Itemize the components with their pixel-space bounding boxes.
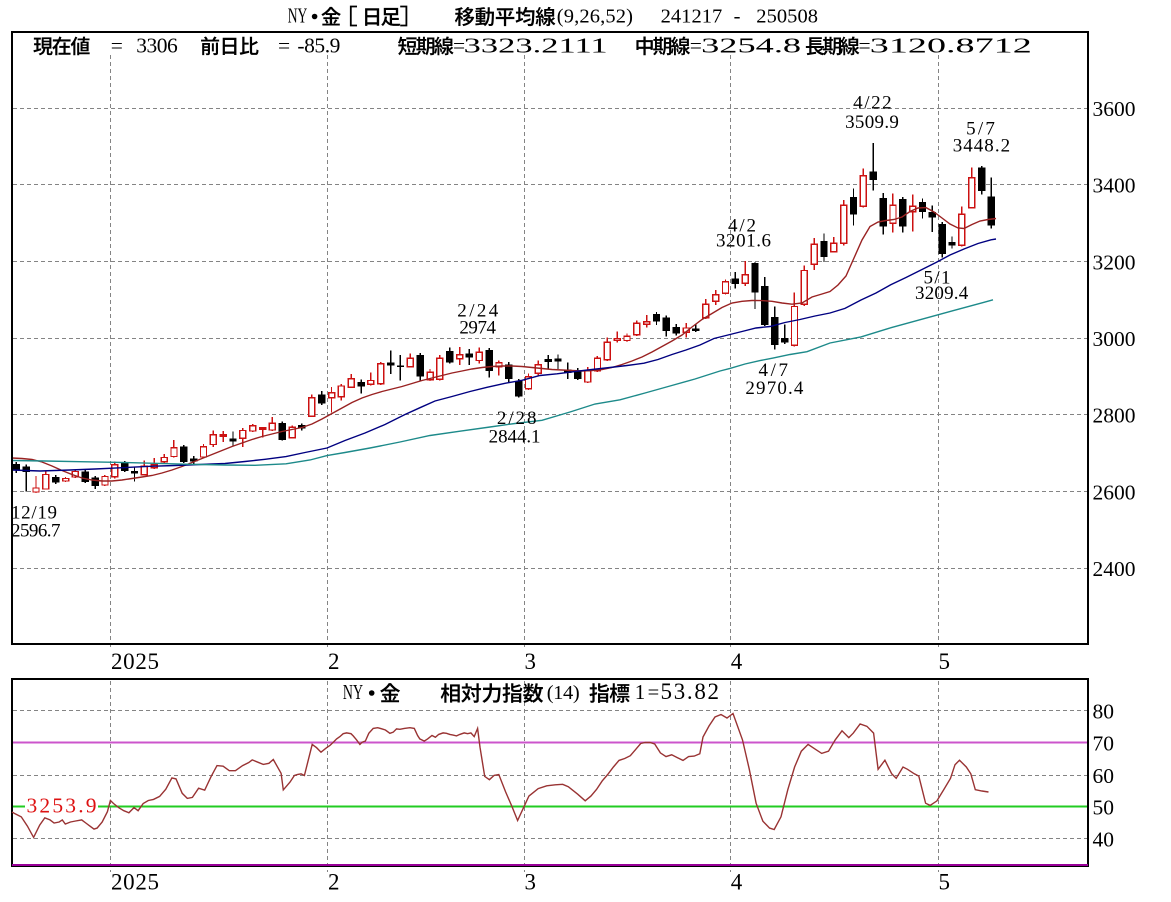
svg-text:5: 5 (939, 870, 951, 895)
svg-text:50: 50 (1093, 796, 1115, 820)
svg-text:=: = (111, 34, 123, 58)
svg-text:(14): (14) (547, 682, 580, 704)
svg-text:2596.7: 2596.7 (11, 521, 61, 542)
svg-text:3209.4: 3209.4 (915, 283, 969, 304)
svg-text:2844.1: 2844.1 (489, 426, 541, 447)
svg-text:2: 2 (328, 649, 340, 674)
svg-text:2025: 2025 (111, 649, 159, 674)
svg-text:4: 4 (731, 870, 743, 895)
svg-text:NY: NY (343, 680, 363, 704)
svg-text:3254.8: 3254.8 (701, 34, 801, 58)
svg-text:5: 5 (939, 649, 951, 674)
svg-text:NY: NY (288, 4, 308, 28)
svg-text:=: = (859, 34, 871, 58)
svg-text:(9,26,52): (9,26,52) (557, 6, 633, 28)
svg-text:3600: 3600 (1093, 97, 1136, 121)
svg-text:3509.9: 3509.9 (845, 112, 899, 133)
svg-text:1: 1 (635, 680, 646, 704)
svg-text:3000: 3000 (1093, 327, 1136, 351)
svg-text:=: = (690, 34, 702, 58)
svg-text:2800: 2800 (1093, 404, 1136, 428)
svg-text:3400: 3400 (1093, 174, 1136, 198)
svg-text:3201.6: 3201.6 (716, 230, 771, 251)
svg-text:=: = (278, 34, 290, 58)
svg-text:241217: 241217 (661, 6, 723, 28)
svg-text:-85.9: -85.9 (297, 34, 340, 58)
svg-text:2400: 2400 (1093, 557, 1136, 581)
svg-text:4/22: 4/22 (853, 92, 892, 113)
svg-text:=: = (453, 34, 465, 58)
svg-text:5/7: 5/7 (966, 118, 995, 139)
svg-text:12/19: 12/19 (11, 503, 57, 524)
svg-text:2970.4: 2970.4 (745, 378, 804, 399)
svg-text:-: - (734, 6, 741, 28)
svg-text:53.82: 53.82 (661, 679, 720, 704)
svg-text:2025: 2025 (111, 870, 159, 895)
svg-text:5/1: 5/1 (924, 268, 951, 289)
svg-text:=: = (648, 682, 660, 704)
svg-text:2: 2 (328, 870, 340, 895)
svg-text:250508: 250508 (756, 6, 818, 28)
svg-text:60: 60 (1093, 764, 1115, 788)
svg-text:4/7: 4/7 (759, 360, 789, 381)
svg-text:4/2: 4/2 (728, 216, 756, 237)
svg-text:2600: 2600 (1093, 480, 1136, 504)
svg-text:80: 80 (1093, 700, 1115, 724)
svg-text:3306: 3306 (136, 34, 178, 58)
svg-text:3120.8712: 3120.8712 (870, 34, 1032, 58)
svg-text:3323.2111: 3323.2111 (464, 34, 608, 58)
svg-text:3: 3 (525, 649, 537, 674)
svg-text:40: 40 (1093, 828, 1115, 852)
svg-text:2974: 2974 (459, 318, 496, 339)
svg-text:3: 3 (525, 870, 537, 895)
svg-text:3448.2: 3448.2 (953, 135, 1010, 156)
svg-text:3253.9: 3253.9 (27, 794, 97, 818)
svg-text:3200: 3200 (1093, 250, 1136, 274)
svg-text:70: 70 (1093, 732, 1115, 756)
svg-text:4: 4 (731, 649, 743, 674)
